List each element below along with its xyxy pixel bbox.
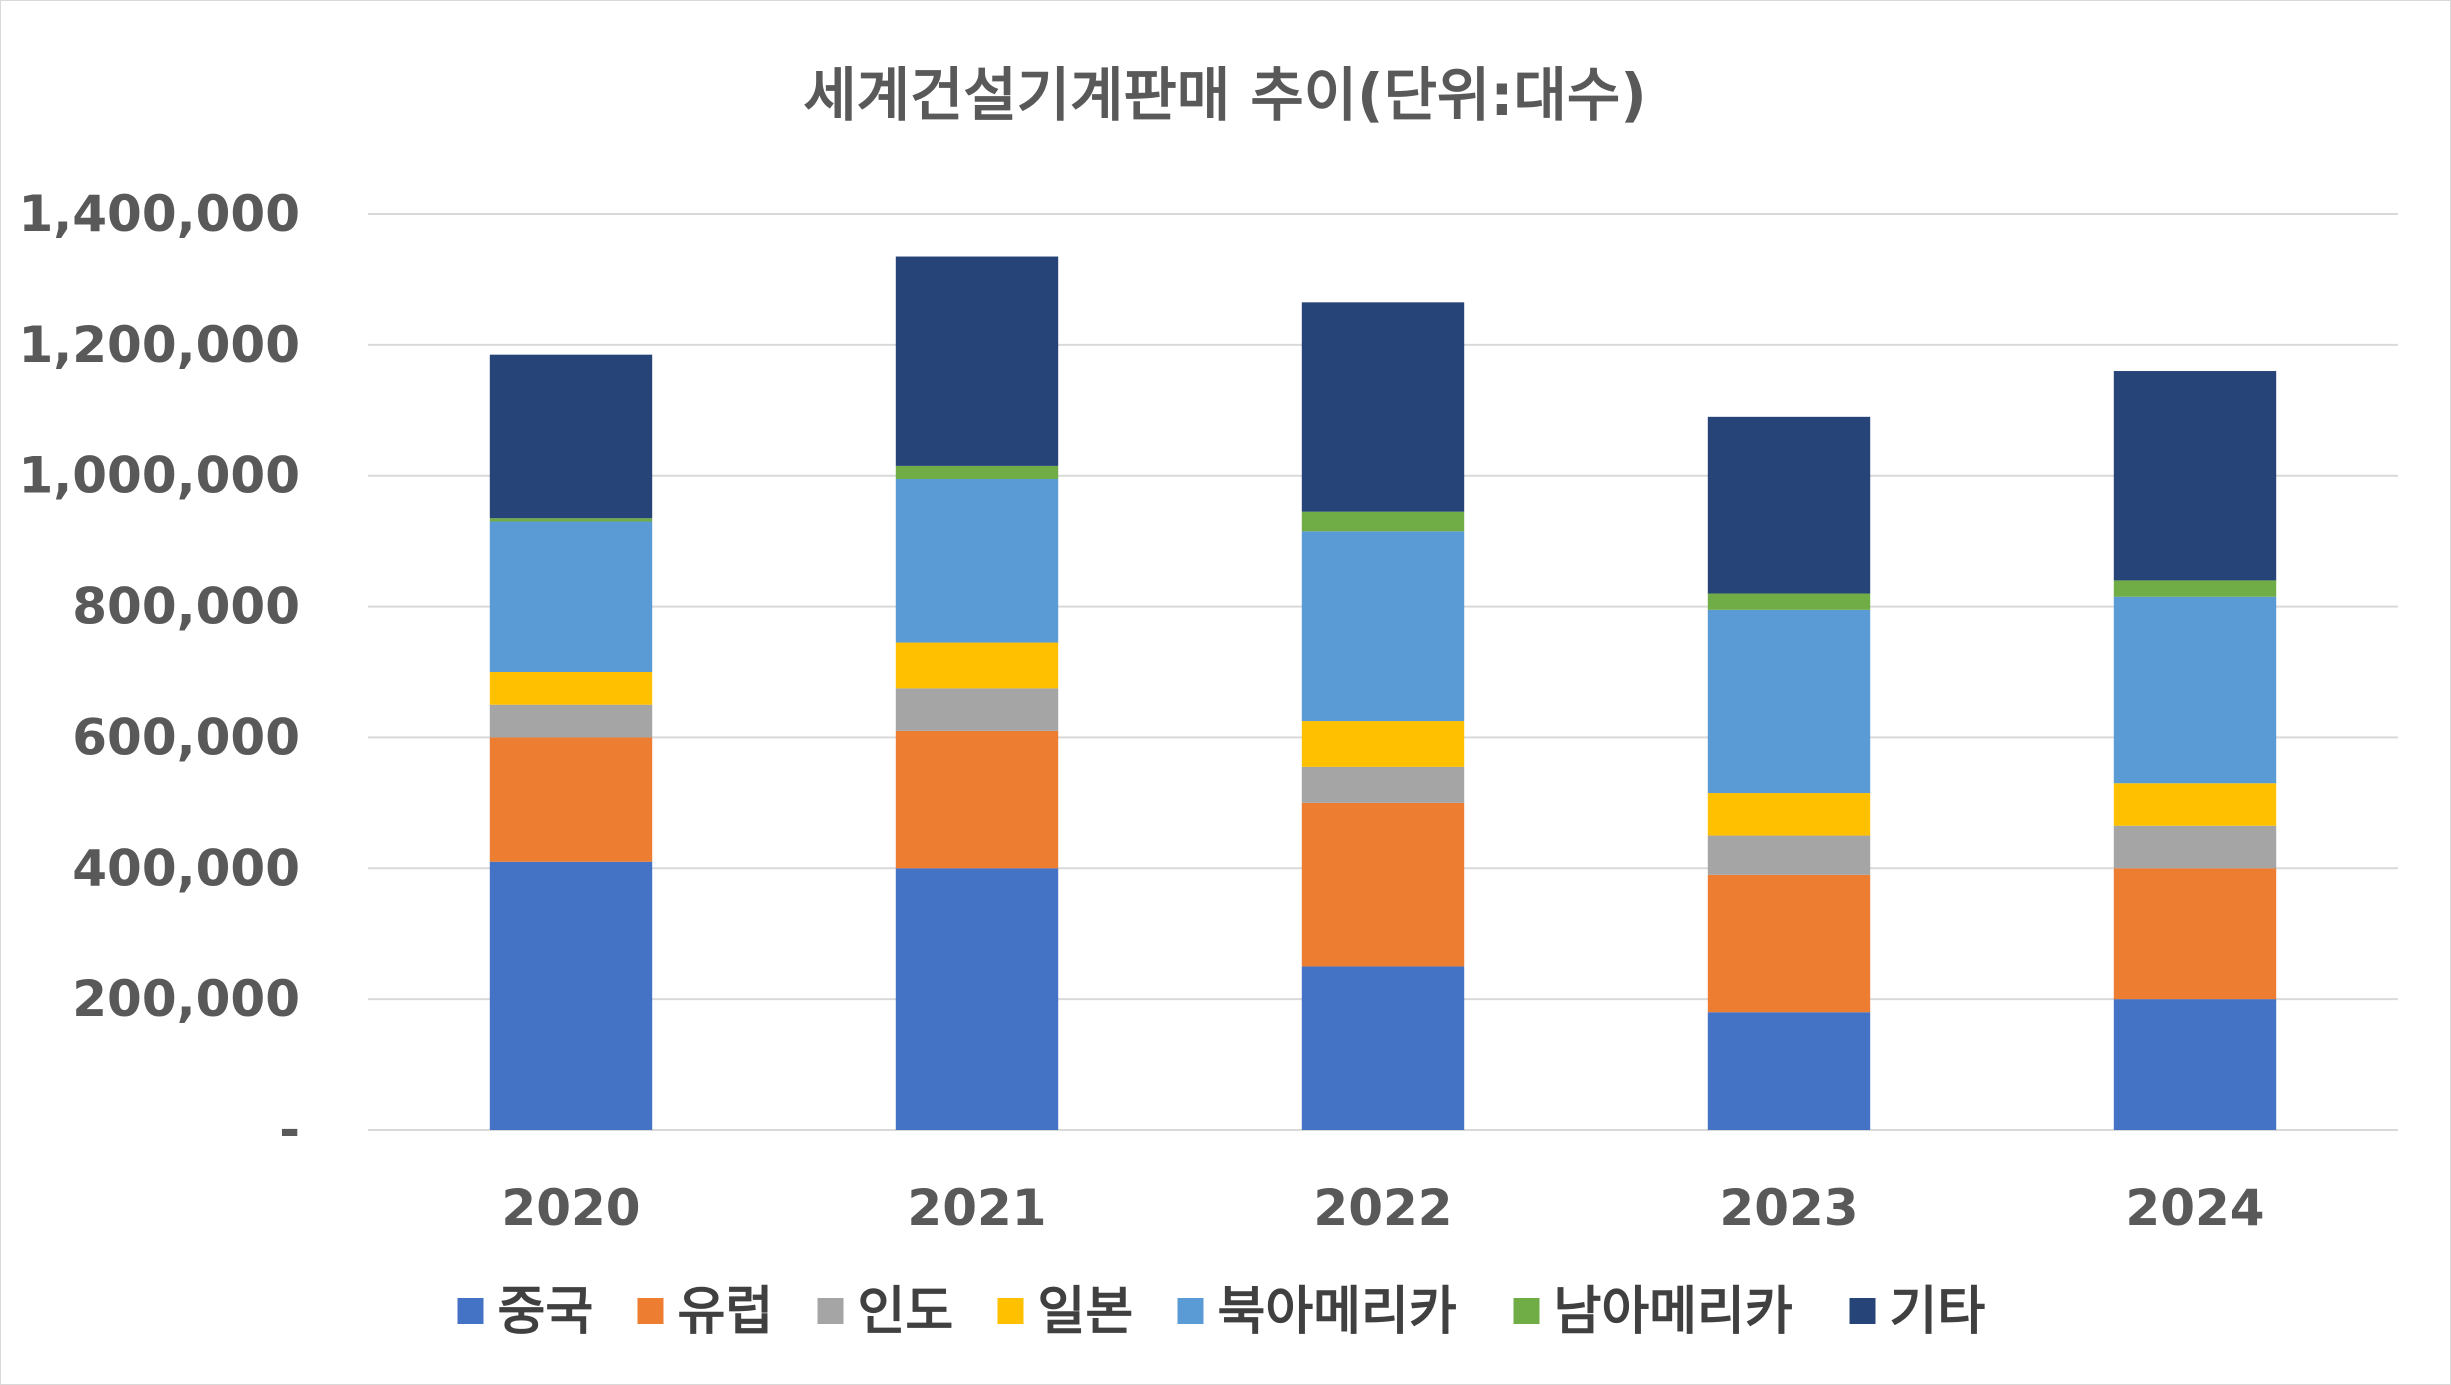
bar-2020-유럽	[489, 737, 653, 862]
bar-2024-인도	[2113, 825, 2277, 869]
legend-label: 중국	[498, 1282, 594, 1342]
bar-2022-기타	[1301, 302, 1465, 512]
bar-2023-일본	[1707, 793, 1871, 836]
legend-swatch	[637, 1298, 664, 1324]
legend-swatch	[817, 1298, 844, 1324]
legend-label: 인도	[858, 1282, 954, 1342]
legend-swatch	[997, 1298, 1024, 1324]
y-tick-label: 400,000	[72, 839, 300, 897]
legend-swatch	[1177, 1298, 1204, 1324]
y-tick-label: 600,000	[72, 708, 300, 766]
x-tick-label: 2020	[501, 1179, 640, 1237]
bar-2021-유럽	[895, 730, 1059, 869]
bar-2024-중국	[2113, 999, 2277, 1130]
bar-2022-남아메리카	[1301, 511, 1465, 532]
bar-2023-북아메리카	[1707, 609, 1871, 794]
x-tick-label: 2022	[1313, 1179, 1452, 1237]
bar-2023-기타	[1707, 416, 1871, 594]
y-tick-label: 800,000	[72, 578, 300, 636]
bar-2022-북아메리카	[1301, 531, 1465, 722]
bar-2024-남아메리카	[2113, 580, 2277, 597]
bar-2021-일본	[895, 642, 1059, 689]
bar-2020-남아메리카	[489, 518, 653, 522]
bar-2024-기타	[2113, 371, 2277, 581]
bar-2024-유럽	[2113, 868, 2277, 1000]
bar-2021-북아메리카	[895, 478, 1059, 643]
bar-2020-중국	[489, 861, 653, 1130]
legend-label: 남아메리카	[1554, 1282, 1793, 1342]
bar-2020-일본	[489, 672, 653, 705]
legend-item-인도: 인도	[817, 1282, 954, 1342]
legend-swatch	[457, 1298, 484, 1324]
legend-item-북아메리카: 북아메리카	[1177, 1282, 1457, 1342]
bars	[489, 256, 2277, 1130]
bar-2021-인도	[895, 688, 1059, 731]
legend-item-기타: 기타	[1849, 1282, 1986, 1342]
bar-2021-중국	[895, 868, 1059, 1130]
bar-2022-중국	[1301, 966, 1465, 1130]
bar-2020-인도	[489, 704, 653, 738]
y-axis: - 200,000 400,000 600,000 800,000 1,000,000 1,…	[18, 185, 300, 1159]
bar-2022-인도	[1301, 766, 1465, 803]
bar-2020-기타	[489, 354, 653, 519]
bar-2023-인도	[1707, 835, 1871, 875]
legend-item-일본: 일본	[997, 1282, 1134, 1342]
bar-2023-중국	[1707, 1012, 1871, 1130]
y-tick-label: 1,200,000	[18, 316, 300, 374]
legend: 중국 유럽 인도 일본 북아메리카 남아메리카 기타	[457, 1282, 1986, 1342]
legend-item-중국: 중국	[457, 1282, 594, 1342]
y-tick-label: 1,000,000	[18, 447, 300, 505]
bar-2022-유럽	[1301, 802, 1465, 967]
bar-2020-북아메리카	[489, 521, 653, 672]
x-tick-label: 2023	[1719, 1179, 1858, 1237]
bar-2022-일본	[1301, 721, 1465, 767]
x-axis: 2020 2021 2022 2023 2024	[501, 1179, 2264, 1237]
legend-label: 북아메리카	[1218, 1282, 1457, 1342]
bar-2024-북아메리카	[2113, 596, 2277, 784]
y-tick-label: 200,000	[72, 970, 300, 1028]
bar-2021-기타	[895, 256, 1059, 466]
bar-2024-일본	[2113, 783, 2277, 826]
legend-item-유럽: 유럽	[637, 1282, 774, 1342]
legend-swatch	[1849, 1298, 1876, 1324]
legend-item-남아메리카: 남아메리카	[1513, 1282, 1793, 1342]
chart-title: 세계건설기계판매 추이(단위:대수)	[803, 61, 1646, 129]
legend-label: 유럽	[678, 1282, 774, 1342]
x-tick-label: 2024	[2125, 1179, 2264, 1237]
bar-2023-남아메리카	[1707, 593, 1871, 610]
legend-label: 일본	[1038, 1282, 1134, 1342]
legend-swatch	[1513, 1298, 1540, 1324]
bar-2021-남아메리카	[895, 465, 1059, 479]
x-tick-label: 2021	[907, 1179, 1046, 1237]
y-tick-label: 1,400,000	[18, 185, 300, 243]
y-tick-label: -	[279, 1101, 300, 1159]
legend-label: 기타	[1890, 1282, 1986, 1342]
bar-2023-유럽	[1707, 874, 1871, 1013]
